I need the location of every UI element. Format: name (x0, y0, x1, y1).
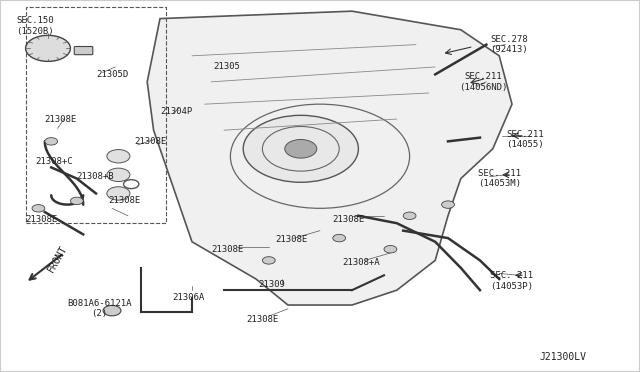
Text: SEC. 211
(14053M): SEC. 211 (14053M) (477, 169, 521, 188)
Text: 21308E: 21308E (333, 215, 365, 224)
Text: 21305D: 21305D (96, 70, 128, 79)
Circle shape (107, 187, 130, 200)
Text: 21308+B: 21308+B (76, 172, 113, 181)
Text: SEC.150
(1520B): SEC.150 (1520B) (17, 16, 54, 36)
Text: 21308+C: 21308+C (36, 157, 73, 166)
Text: 21306A: 21306A (173, 293, 205, 302)
Text: 21308E: 21308E (45, 115, 77, 124)
Circle shape (107, 150, 130, 163)
Circle shape (262, 257, 275, 264)
Text: 21308E: 21308E (134, 137, 166, 146)
Circle shape (403, 212, 416, 219)
Circle shape (442, 201, 454, 208)
Circle shape (107, 168, 130, 182)
Circle shape (32, 205, 45, 212)
Text: 21308E: 21308E (275, 235, 307, 244)
FancyBboxPatch shape (74, 46, 93, 55)
Text: SEC.211
(14055): SEC.211 (14055) (506, 130, 543, 149)
Text: 21308+A: 21308+A (343, 258, 380, 267)
Text: FRONT: FRONT (46, 243, 69, 274)
Circle shape (70, 197, 83, 205)
Circle shape (45, 138, 58, 145)
Text: 21308E: 21308E (211, 245, 243, 254)
Circle shape (103, 305, 121, 316)
Text: 21305: 21305 (214, 62, 241, 71)
Text: 21308E: 21308E (246, 315, 278, 324)
Text: SEC. 211
(14053P): SEC. 211 (14053P) (490, 271, 534, 291)
Text: J21300LV: J21300LV (540, 352, 587, 362)
Text: 21304P: 21304P (160, 107, 192, 116)
Circle shape (243, 115, 358, 182)
Text: 21308E: 21308E (26, 215, 58, 224)
Text: 21309: 21309 (259, 280, 285, 289)
Circle shape (333, 234, 346, 242)
Polygon shape (147, 11, 512, 305)
Circle shape (26, 35, 70, 61)
Text: SEC.211
(14056ND): SEC.211 (14056ND) (459, 72, 508, 92)
Circle shape (285, 140, 317, 158)
Text: 21308E: 21308E (109, 196, 141, 205)
Text: B081A6-6121A
(2): B081A6-6121A (2) (67, 299, 131, 318)
Circle shape (384, 246, 397, 253)
Text: SEC.278
(92413): SEC.278 (92413) (490, 35, 527, 54)
